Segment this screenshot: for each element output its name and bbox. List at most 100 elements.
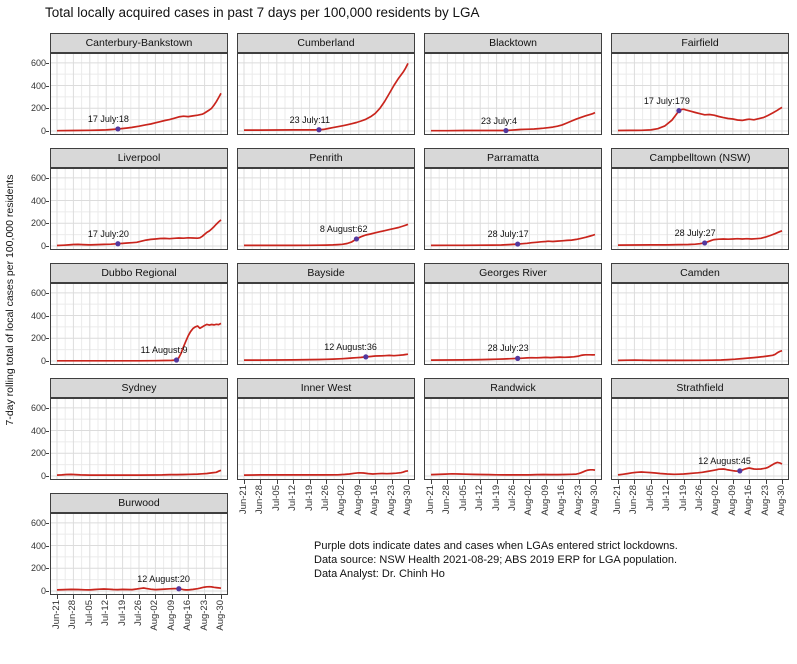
- x-tick-mark: [513, 480, 514, 484]
- x-tick-label: Jul-19: [677, 485, 689, 511]
- x-tick-label: Aug-09: [726, 485, 738, 516]
- y-tick-mark: [46, 591, 49, 592]
- y-tick-mark: [46, 430, 49, 432]
- facet-strip: Fairfield: [611, 33, 789, 54]
- facet-strip: Campbelltown (NSW): [611, 148, 789, 169]
- lockdown-dot: [503, 127, 509, 134]
- x-tick-label: Jun-28: [628, 485, 640, 515]
- facet-title: Blacktown: [489, 37, 537, 49]
- lockdown-annotation: 8 August:62: [319, 223, 368, 234]
- y-tick-mark: [46, 568, 49, 570]
- facet-panel: Dubbo Regional 11 August:9 600 400 200 0: [31, 263, 228, 366]
- x-tick-mark: [765, 480, 767, 484]
- facet-title: Strathfield: [676, 382, 724, 394]
- plot-area: [237, 399, 415, 480]
- facet-strip: Dubbo Regional: [50, 263, 228, 284]
- line-chart-canvas: [425, 54, 601, 134]
- lockdown-annotation: 28 July:23: [487, 343, 529, 354]
- facet-strip: Canterbury-Bankstown: [50, 33, 228, 54]
- x-tick-label: Jul-05: [83, 600, 95, 626]
- x-tick-label: Aug-30: [776, 485, 787, 516]
- y-tick-label: 600: [30, 57, 46, 68]
- y-tick-label: 400: [30, 310, 46, 321]
- footer-line-lockdown-note: Purple dots indicate dates and cases whe…: [314, 540, 678, 552]
- plot-area: 12 August:20: [50, 514, 228, 595]
- y-tick-mark: [46, 545, 49, 547]
- plot-area: 28 July:27: [611, 169, 789, 250]
- x-tick-mark: [480, 480, 482, 484]
- x-tick-mark: [634, 480, 636, 484]
- y-tick-mark: [46, 246, 49, 247]
- case-trend-line: [56, 585, 222, 591]
- plot-area: 12 August:45: [611, 399, 789, 480]
- plot-area: 23 July:4: [424, 54, 602, 135]
- lockdown-annotation: 17 July:179: [643, 95, 690, 106]
- x-tick-mark: [57, 595, 58, 599]
- line-chart-canvas: [425, 284, 601, 364]
- x-tick-label: Jun-21: [425, 485, 436, 515]
- line-chart-canvas: [238, 169, 414, 249]
- lockdown-dot: [515, 355, 521, 361]
- x-tick-mark: [309, 480, 311, 484]
- case-trend-line: [57, 322, 222, 362]
- facet-title: Randwick: [490, 382, 536, 394]
- facet-strip: Randwick: [424, 378, 602, 399]
- line-chart-canvas: [425, 169, 601, 249]
- lockdown-dot: [173, 357, 180, 363]
- lockdown-annotation: 17 July:20: [87, 228, 129, 239]
- facet-panel: Liverpool 17 July:20 600 400 200 0: [31, 148, 228, 251]
- case-trend-line: [617, 461, 783, 476]
- x-tick-mark: [204, 595, 206, 599]
- plot-area: [611, 284, 789, 365]
- x-tick-mark: [683, 480, 685, 484]
- x-tick-label: Jul-05: [457, 485, 469, 511]
- case-trend-line: [244, 63, 409, 131]
- lockdown-dot: [702, 240, 708, 246]
- x-tick-label: Aug-02: [710, 485, 722, 516]
- x-tick-mark: [244, 480, 245, 484]
- line-chart-canvas: [51, 399, 227, 479]
- line-chart-canvas: [425, 399, 601, 479]
- line-chart-canvas: [612, 169, 788, 249]
- y-tick-label: 0: [40, 586, 46, 596]
- lockdown-annotation: 12 August:45: [698, 455, 751, 466]
- x-tick-label: Jul-05: [644, 485, 656, 511]
- y-tick-label: 400: [30, 425, 46, 436]
- case-trend-line: [617, 230, 783, 246]
- y-tick-mark: [46, 453, 49, 455]
- x-tick-mark: [562, 480, 564, 484]
- y-tick-mark: [46, 131, 49, 132]
- x-tick-label: Aug-16: [369, 485, 381, 516]
- y-tick-mark: [46, 177, 49, 179]
- y-tick-label: 0: [40, 126, 46, 136]
- lockdown-dot: [737, 468, 743, 474]
- lockdown-annotation: 17 July:18: [87, 113, 129, 124]
- facet-title: Liverpool: [117, 152, 161, 164]
- x-tick-label: Aug-02: [336, 485, 348, 516]
- facet-title: Burwood: [118, 497, 160, 509]
- y-tick-label: 200: [30, 448, 46, 459]
- x-tick-mark: [650, 480, 652, 484]
- x-tick-mark: [496, 480, 498, 484]
- x-tick-mark: [408, 480, 409, 484]
- x-tick-mark: [618, 480, 619, 484]
- x-tick-mark: [375, 480, 377, 484]
- lockdown-dot: [515, 241, 521, 247]
- x-tick-mark: [188, 595, 190, 599]
- y-tick-label: 600: [30, 517, 46, 528]
- x-tick-mark: [391, 480, 393, 484]
- x-tick-mark: [221, 595, 222, 599]
- facet-title: Bayside: [307, 267, 345, 279]
- x-tick-mark: [749, 480, 751, 484]
- x-tick-label: Aug-30: [589, 485, 600, 516]
- x-tick-label: Jul-26: [694, 485, 705, 511]
- case-trend-line: [244, 223, 409, 247]
- x-tick-label: Jul-26: [133, 600, 144, 626]
- x-tick-label: Jul-19: [116, 600, 128, 626]
- x-tick-label: Jun-28: [67, 600, 79, 630]
- x-tick-label: Aug-16: [556, 485, 568, 516]
- y-tick-mark: [46, 292, 49, 294]
- x-tick-mark: [578, 480, 580, 484]
- y-tick-mark: [46, 338, 49, 340]
- lockdown-dot: [363, 354, 369, 360]
